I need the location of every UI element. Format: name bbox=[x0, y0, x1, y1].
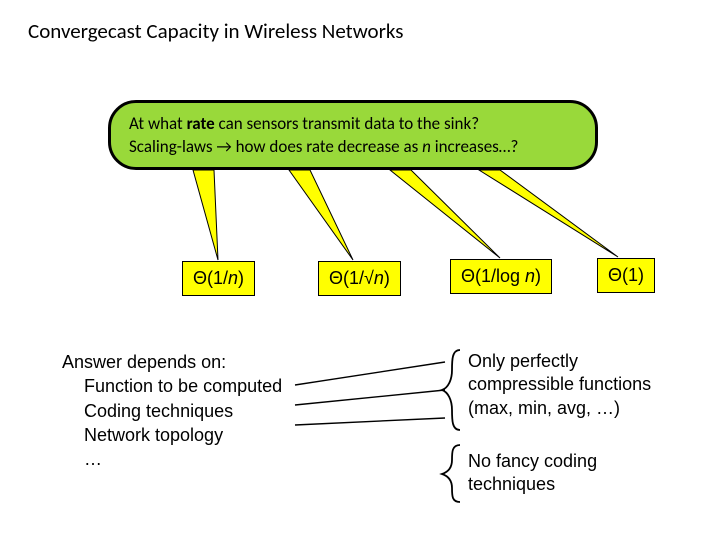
question-box: At what rate can sensors transmit data t… bbox=[108, 100, 598, 170]
side-text-2: No fancy coding techniques bbox=[468, 450, 597, 497]
answer-l4: … bbox=[62, 447, 282, 471]
r1-var: n bbox=[228, 268, 238, 288]
brace-1 bbox=[442, 350, 460, 430]
q2-post: increases…? bbox=[431, 136, 519, 157]
callout-triangles bbox=[193, 170, 618, 260]
q2-pre: Scaling-laws → how does rate decrease as bbox=[129, 136, 422, 157]
q1-bold: rate bbox=[187, 113, 215, 134]
question-line1: At what rate can sensors transmit data t… bbox=[129, 113, 577, 136]
r3-var: n bbox=[525, 266, 535, 286]
answer-block: Answer depends on: Function to be comput… bbox=[62, 350, 282, 471]
answer-l3: Network topology bbox=[62, 423, 282, 447]
question-line2: Scaling-laws → how does rate decrease as… bbox=[129, 136, 577, 159]
r1-close: ) bbox=[238, 268, 244, 288]
r3-theta: Θ(1/log bbox=[461, 266, 525, 286]
answer-head: Answer depends on: bbox=[62, 350, 282, 374]
side-text-1: Only perfectly compressible functions (m… bbox=[468, 350, 651, 420]
r2-var: n bbox=[374, 268, 384, 288]
page-title: Convergecast Capacity in Wireless Networ… bbox=[28, 18, 403, 44]
answer-connectors bbox=[295, 362, 445, 425]
rate-box-2: Θ(1/√n) bbox=[318, 261, 401, 296]
q2-italic: n bbox=[422, 136, 431, 157]
q1-pre: At what bbox=[129, 113, 187, 134]
rate-box-1: Θ(1/n) bbox=[182, 261, 255, 296]
r2-theta: Θ(1/√ bbox=[329, 268, 374, 288]
q1-post: can sensors transmit data to the sink? bbox=[215, 113, 479, 134]
rate-box-4: Θ(1) bbox=[597, 258, 655, 293]
r1-theta: Θ(1/ bbox=[193, 268, 228, 288]
answer-l1: Function to be computed bbox=[62, 374, 282, 398]
r4: Θ(1) bbox=[608, 265, 644, 285]
rate-box-3: Θ(1/log n) bbox=[450, 259, 552, 294]
answer-l2: Coding techniques bbox=[62, 399, 282, 423]
r3-close: ) bbox=[535, 266, 541, 286]
r2-close: ) bbox=[384, 268, 390, 288]
brace-2 bbox=[442, 445, 460, 502]
